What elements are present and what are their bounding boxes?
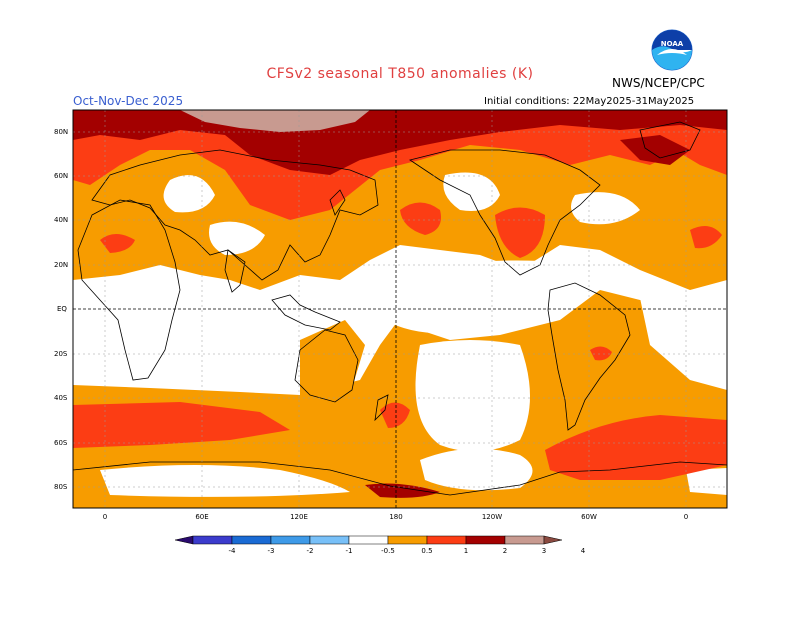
colorbar-label: 4 bbox=[581, 547, 586, 555]
colorbar-swatch bbox=[192, 535, 233, 545]
colorbar-swatch bbox=[465, 535, 506, 545]
colorbar-swatch bbox=[270, 535, 311, 545]
colorbar-label: 0.5 bbox=[421, 547, 432, 555]
colorbar-label: -1 bbox=[346, 547, 353, 555]
south-america-outline bbox=[547, 282, 631, 431]
colorbar-arrow-high bbox=[543, 535, 563, 545]
colorbar: -4 -3 -2 -1 -0.5 0.5 1 2 3 4 bbox=[174, 535, 586, 555]
lat-label: 20N bbox=[54, 261, 68, 269]
colorbar-swatch bbox=[309, 535, 350, 545]
lon-label: 0 bbox=[103, 513, 107, 521]
colorbar-arrow-low bbox=[174, 535, 194, 545]
colorbar-label: 1 bbox=[464, 547, 468, 555]
lat-label: 60S bbox=[54, 439, 68, 447]
lon-label: 180 bbox=[389, 513, 402, 521]
lon-label: 120E bbox=[290, 513, 308, 521]
map-frame bbox=[72, 109, 728, 509]
continent-outlines bbox=[73, 121, 727, 496]
colorbar-label: -3 bbox=[268, 547, 275, 555]
maritime-continent-outline bbox=[271, 294, 341, 331]
europe-asia-outline bbox=[91, 149, 379, 281]
lon-label: 0 bbox=[684, 513, 688, 521]
chart-title: CFSv2 seasonal T850 anomalies (K) bbox=[266, 66, 534, 82]
lon-label: 120W bbox=[482, 513, 502, 521]
colorbar-label: -2 bbox=[307, 547, 314, 555]
anomaly-white-holes bbox=[73, 172, 727, 497]
new-zealand-outline bbox=[374, 394, 389, 422]
antarctica-outline bbox=[73, 461, 727, 496]
anomaly-extreme bbox=[180, 110, 370, 132]
japan-outline bbox=[329, 189, 346, 216]
reference-lines bbox=[73, 110, 727, 508]
lat-label: 60N bbox=[54, 172, 68, 180]
australia-outline bbox=[294, 329, 359, 403]
longitude-labels: 0 60E 120E 180 120W 60W 0 bbox=[103, 513, 688, 521]
noaa-logo: NOAA bbox=[651, 29, 693, 71]
colorbar-label: -0.5 bbox=[381, 547, 395, 555]
initial-conditions-label: Initial conditions: 22May2025-31May2025 bbox=[484, 96, 695, 107]
noaa-logo-text: NOAA bbox=[661, 40, 684, 48]
greenland-outline bbox=[639, 121, 701, 159]
africa-outline bbox=[77, 199, 181, 381]
lat-label: 40N bbox=[54, 216, 68, 224]
india-outline bbox=[224, 249, 246, 293]
colorbar-swatch bbox=[231, 535, 272, 545]
lat-label: EQ bbox=[57, 305, 67, 313]
north-america-outline bbox=[409, 149, 601, 276]
colorbar-swatch bbox=[348, 535, 389, 545]
colorbar-swatch bbox=[387, 535, 428, 545]
lat-label: 20S bbox=[54, 350, 68, 358]
colorbar-label: 2 bbox=[503, 547, 507, 555]
agency-label: NWS/NCEP/CPC bbox=[612, 76, 705, 90]
colorbar-swatch bbox=[504, 535, 545, 545]
lon-label: 60W bbox=[581, 513, 597, 521]
gridlines bbox=[73, 110, 727, 508]
lat-label: 80S bbox=[54, 483, 68, 491]
colorbar-swatch bbox=[426, 535, 467, 545]
colorbar-label: -4 bbox=[229, 547, 237, 555]
lat-label: 40S bbox=[54, 394, 68, 402]
season-label: Oct-Nov-Dec 2025 bbox=[73, 94, 184, 108]
latitude-labels: 80N 60N 40N 20N EQ 20S 40S 60S 80S bbox=[54, 128, 68, 491]
lon-label: 60E bbox=[195, 513, 208, 521]
lat-label: 80N bbox=[54, 128, 68, 136]
colorbar-label: 3 bbox=[542, 547, 546, 555]
